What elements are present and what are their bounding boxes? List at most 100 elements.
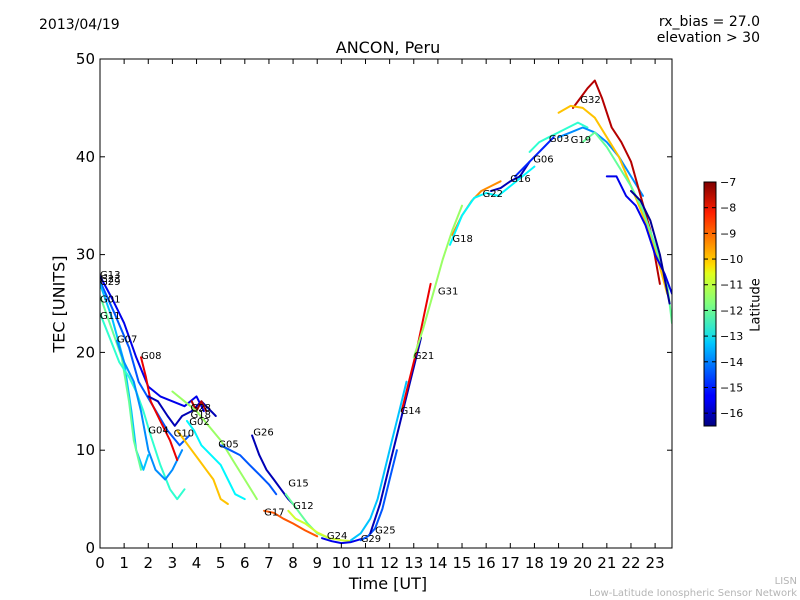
satellite-label-g18-10: G18 xyxy=(191,410,211,421)
series-line-g08-6 xyxy=(140,356,179,461)
satellite-label-g29-18: G29 xyxy=(361,534,381,545)
footer-line-1: LISN xyxy=(774,576,797,587)
series-line-g07-5 xyxy=(115,339,184,481)
date-label: 2013/04/19 xyxy=(39,17,120,33)
footer-line-2: Low-Latitude Ionospheric Sensor Network xyxy=(589,588,797,599)
colorbar: −7 −8 −9 −10 −11 −12 −13 −14 −15 −16 xyxy=(703,176,743,427)
colorbar-tick-label: −13 xyxy=(720,330,743,343)
series-line-g16-25 xyxy=(490,160,531,192)
y-tick-label: 50 xyxy=(76,50,95,68)
satellite-label-g13-0: G13 xyxy=(100,270,120,281)
series-line-g29-2 xyxy=(100,282,150,471)
y-tick-label: 0 xyxy=(85,539,95,557)
rx-bias-label: rx_bias = 27.0 xyxy=(658,14,760,30)
y-tick-label: 20 xyxy=(76,343,95,361)
satellite-label-g22-24: G22 xyxy=(483,189,503,200)
series-line-g14-20 xyxy=(369,336,422,535)
footer-credit: LISN Low-Latitude Ionospheric Sensor Net… xyxy=(589,576,797,600)
series-line-g23-1 xyxy=(100,280,191,447)
colorbar-tick-label: −12 xyxy=(720,304,743,317)
axes: 0 1 2 3 4 5 6 7 8 9 10 11 12 13 14 15 16 17 18 19 20 21 22 2301… xyxy=(76,50,672,572)
x-tick-label: 22 xyxy=(621,554,640,572)
satellite-label-g32-29: G32 xyxy=(580,95,600,106)
series-line-g18-10 xyxy=(171,390,258,501)
elevation-label: elevation > 30 xyxy=(656,30,760,46)
y-tick-label: 30 xyxy=(76,246,95,264)
satellite-label-g15-14: G15 xyxy=(288,478,308,489)
satellite-label-g19-28: G19 xyxy=(571,135,591,146)
x-axis-label: Time [UT] xyxy=(348,574,428,593)
satellite-label-g24-17: G24 xyxy=(327,531,347,542)
satellite-label-g31-22: G31 xyxy=(438,287,458,298)
x-tick-label: 6 xyxy=(240,554,250,572)
satellite-label-g03-27: G03 xyxy=(549,134,569,145)
x-tick-label: 16 xyxy=(477,554,496,572)
x-tick-label: 20 xyxy=(573,554,592,572)
satellite-label-g12-16: G12 xyxy=(293,501,313,512)
series-line-g25-18 xyxy=(350,380,408,542)
satellite-label-g05-12: G05 xyxy=(218,439,238,450)
satellite-label-g23-1: G23 xyxy=(100,274,120,285)
satellite-label-g04-7: G04 xyxy=(148,426,168,437)
x-tick-label: 10 xyxy=(332,554,351,572)
series-line-g17-15 xyxy=(263,509,319,538)
y-tick-label: 10 xyxy=(76,441,95,459)
satellite-label-g01-3: G01 xyxy=(100,295,120,306)
series-line-g13-0 xyxy=(100,275,205,413)
series-line-g20-33 xyxy=(630,190,671,305)
colorbar-tick-label: −10 xyxy=(720,253,743,266)
colorbar-gradient xyxy=(703,181,717,427)
satellite-label-g25-19: G25 xyxy=(375,525,395,536)
x-tick-label: 5 xyxy=(216,554,226,572)
y-axis-label: TEC [UNITS] xyxy=(49,255,69,353)
series-line-g31-22 xyxy=(412,204,463,359)
x-tick-label: 15 xyxy=(452,554,471,572)
x-tick-label: 18 xyxy=(525,554,544,572)
colorbar-tick-label: −16 xyxy=(720,407,743,420)
satellite-label-g02-11: G02 xyxy=(189,417,209,428)
satellite-label-g10-8: G10 xyxy=(174,429,194,440)
x-tick-label: 1 xyxy=(119,554,129,572)
series-line-g06-26 xyxy=(514,136,555,178)
series-line-g19-28 xyxy=(557,126,644,197)
x-tick-label: 2 xyxy=(143,554,153,572)
satellite-label-g14-20: G14 xyxy=(401,406,421,417)
plot-frame xyxy=(99,58,673,549)
colorbar-label: Latitude xyxy=(748,278,764,332)
series-line-g10-8 xyxy=(176,429,229,505)
x-tick-label: 19 xyxy=(549,554,568,572)
x-tick-label: 13 xyxy=(404,554,423,572)
series-line-g11-4 xyxy=(100,312,186,501)
satellite-label-g21-21: G21 xyxy=(414,351,434,362)
x-tick-label: 14 xyxy=(428,554,447,572)
satellite-label-g08-6: G08 xyxy=(141,351,161,362)
colorbar-ticks: −7 −8 −9 −10 −11 −12 −13 −14 −15 −16 xyxy=(704,176,743,420)
series-line-g12-16 xyxy=(287,509,355,543)
colorbar-tick-label: −7 xyxy=(720,176,736,189)
x-tick-label: 21 xyxy=(597,554,616,572)
series-line-g30-30 xyxy=(557,104,669,295)
series-line-g26-13 xyxy=(251,434,295,505)
x-tick-label: 11 xyxy=(356,554,375,572)
satellite-label-g16-25: G16 xyxy=(510,174,530,185)
x-tick-label: 7 xyxy=(264,554,274,572)
satellite-label-g29-2: G29 xyxy=(100,277,120,288)
x-tick-label: 0 xyxy=(95,554,105,572)
colorbar-tick-label: −8 xyxy=(720,202,736,215)
params-block: rx_bias = 27.0 elevation > 30 xyxy=(657,14,760,46)
x-tick-label: 4 xyxy=(192,554,202,572)
colorbar-tick-label: −14 xyxy=(720,356,743,369)
series-line-g22-24 xyxy=(449,165,536,246)
satellite-label-g18-23: G18 xyxy=(452,234,472,245)
series-line-g04-7 xyxy=(147,395,217,427)
x-tick-label: 17 xyxy=(501,554,520,572)
x-tick-label: 3 xyxy=(168,554,178,572)
series-line-g29-19 xyxy=(359,449,398,542)
x-tick-label: 12 xyxy=(380,554,399,572)
colorbar-tick-label: −11 xyxy=(720,279,743,292)
y-tick-label: 40 xyxy=(76,148,95,166)
x-tick-label: 23 xyxy=(646,554,665,572)
series-line-g03-27 xyxy=(528,121,589,153)
